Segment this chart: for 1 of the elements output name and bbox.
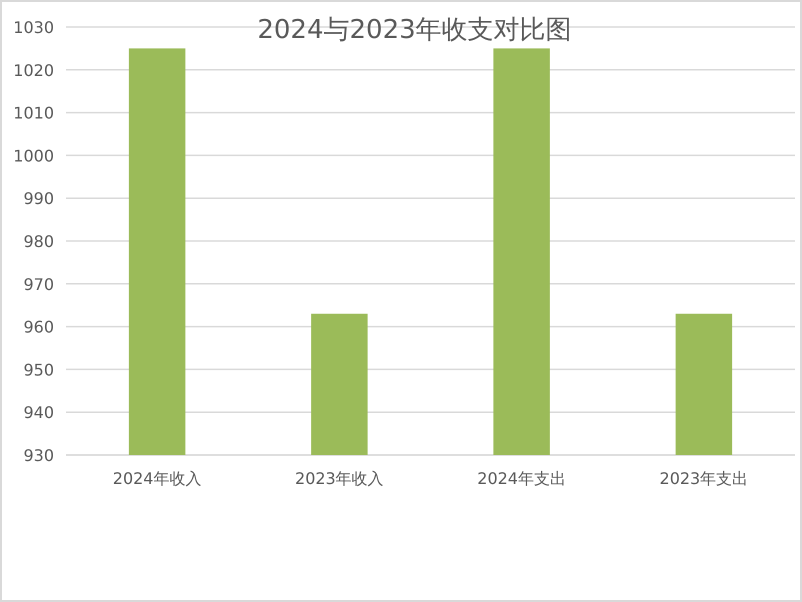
- title: 2024与2023年收支对比图: [257, 15, 572, 45]
